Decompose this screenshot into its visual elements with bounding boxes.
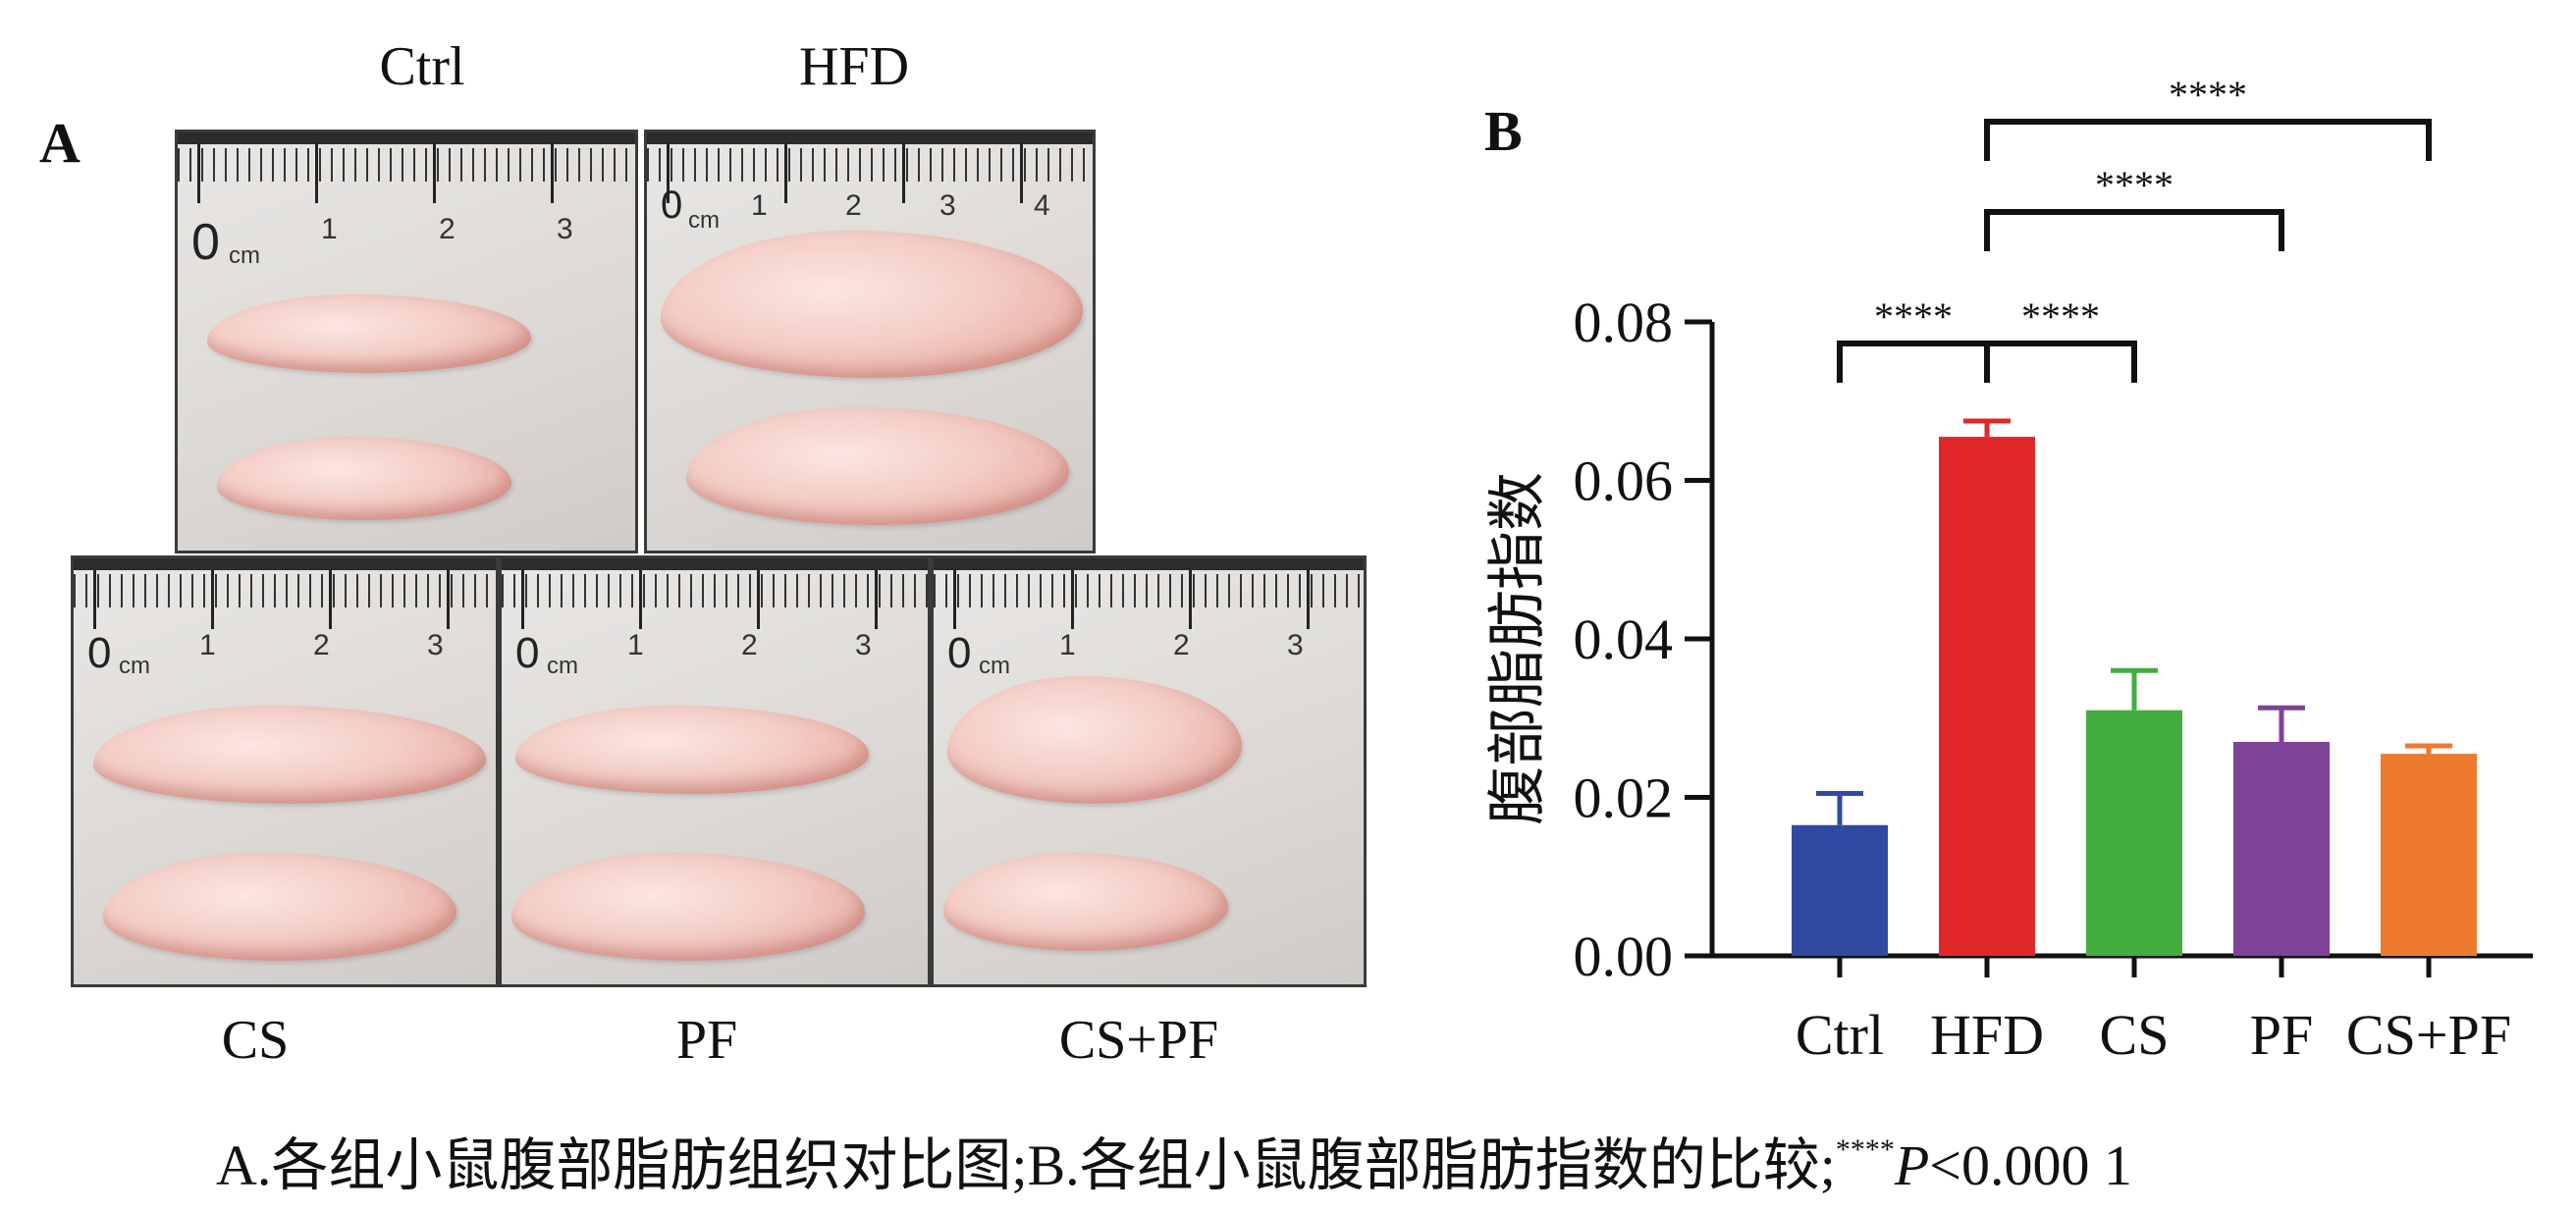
fat-tissue xyxy=(515,706,869,794)
significance-bracket xyxy=(1837,341,1990,383)
ruler-tick-3: 3 xyxy=(557,213,573,245)
fat-tissue xyxy=(207,294,531,373)
significance-label: **** xyxy=(2021,294,2100,339)
photo-ctrl: 0 cm 1 2 3 xyxy=(175,130,638,553)
significance-bracket xyxy=(1984,119,2432,161)
x-tick-label: HFD xyxy=(1930,1003,2044,1067)
fat-tissue xyxy=(217,437,511,520)
fat-tissue xyxy=(511,853,865,961)
ruler: 0 cm 1 2 3 xyxy=(178,132,635,291)
ruler-tick-1: 1 xyxy=(627,629,644,661)
ruler-unit: cm xyxy=(547,653,578,679)
fat-tissue xyxy=(947,676,1242,804)
x-tick-label: Ctrl xyxy=(1796,1003,1884,1067)
ruler-tick-2: 2 xyxy=(1173,629,1190,661)
significance-label: **** xyxy=(1874,294,1953,339)
ruler: 0 cm 1 2 3 xyxy=(74,558,496,717)
ruler-zero: 0 xyxy=(87,629,112,677)
ruler-tick-2: 2 xyxy=(741,629,758,661)
significance-label: **** xyxy=(2095,163,2174,207)
fat-tissue xyxy=(686,407,1069,525)
y-tick-label: 0.00 xyxy=(1574,924,1674,988)
figure-caption: A.各组小鼠腹部脂肪组织对比图;B.各组小鼠腹部脂肪指数的比较;****P<0.… xyxy=(216,1119,2132,1201)
ruler-unit: cm xyxy=(229,242,260,269)
ruler: 0 cm 1 2 3 xyxy=(502,558,928,717)
ruler-zero: 0 xyxy=(947,629,972,677)
significance-label: **** xyxy=(2169,73,2247,117)
ruler-tick-1: 1 xyxy=(199,629,216,661)
y-axis-label: 腹部脂肪指数 xyxy=(1485,472,1550,825)
fat-tissue xyxy=(103,853,456,961)
photo-cs-pf: 0 cm 1 2 3 xyxy=(931,555,1367,987)
caption-p: P xyxy=(1894,1133,1930,1197)
significance-bracket xyxy=(1984,341,2137,383)
ruler-tick-1: 1 xyxy=(1059,629,1076,661)
label-hfd-photo: HFD xyxy=(798,36,910,97)
bar-cs-pf xyxy=(2381,754,2477,956)
photo-cs: 0 cm 1 2 3 xyxy=(71,555,499,987)
ruler-unit: cm xyxy=(979,653,1010,679)
x-tick-label: CS xyxy=(2100,1003,2170,1067)
y-tick-label: 0.04 xyxy=(1574,607,1674,671)
ruler-unit: cm xyxy=(688,207,720,234)
ruler-tick-2: 2 xyxy=(313,629,330,661)
caption-threshold: <0.000 1 xyxy=(1929,1133,2132,1197)
panel-b-letter: B xyxy=(1484,99,1523,163)
label-ctrl-photo: Ctrl xyxy=(379,36,465,97)
caption-sup: **** xyxy=(1835,1133,1895,1166)
significance-bracket xyxy=(1984,209,2284,251)
ruler-zero: 0 xyxy=(515,629,540,677)
photo-pf: 0 cm 1 2 3 xyxy=(499,555,931,987)
y-tick-label: 0.06 xyxy=(1574,449,1674,513)
panel-a-letter: A xyxy=(39,111,80,175)
ruler-zero: 0 xyxy=(191,214,220,271)
y-tick-label: 0.02 xyxy=(1574,766,1674,830)
fat-tissue xyxy=(943,853,1228,951)
ruler-tick-2: 2 xyxy=(439,213,456,245)
x-tick-label: CS+PF xyxy=(2346,1003,2511,1067)
ruler-tick-3: 3 xyxy=(427,629,444,661)
bar-pf xyxy=(2233,741,2330,956)
bar-hfd xyxy=(1939,437,2035,956)
bar-cs xyxy=(2086,710,2182,956)
y-tick-label: 0.08 xyxy=(1574,290,1674,354)
label-cs-photo: CS xyxy=(221,1010,290,1071)
fat-tissue xyxy=(661,231,1083,378)
ruler-tick-3: 3 xyxy=(855,629,872,661)
caption-text: A.各组小鼠腹部脂肪组织对比图;B.各组小鼠腹部脂肪指数的比较; xyxy=(216,1133,1836,1197)
fat-tissue xyxy=(93,706,486,804)
photo-hfd: 0 cm 1 2 3 4 xyxy=(644,130,1096,553)
bar-ctrl xyxy=(1792,824,1888,956)
ruler-tick-1: 1 xyxy=(321,213,338,245)
ruler-tick-3: 3 xyxy=(1287,629,1304,661)
label-pf-photo: PF xyxy=(675,1010,738,1071)
x-tick-label: PF xyxy=(2250,1003,2314,1067)
ruler-unit: cm xyxy=(119,653,150,679)
label-cs-pf-photo: CS+PF xyxy=(1058,1010,1219,1071)
